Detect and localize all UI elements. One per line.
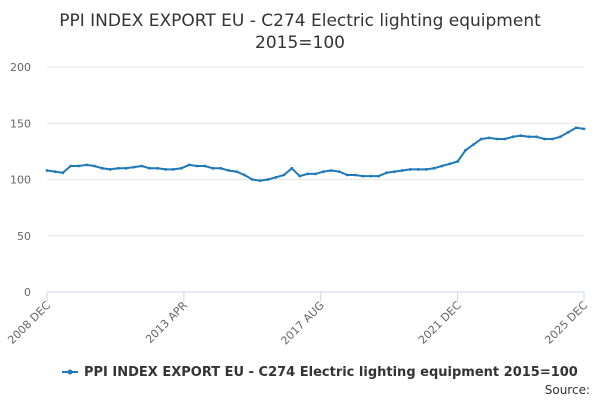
- data-point[interactable]: [495, 137, 499, 141]
- data-point[interactable]: [487, 136, 491, 140]
- data-point[interactable]: [551, 137, 554, 141]
- data-point[interactable]: [219, 166, 223, 170]
- data-point[interactable]: [93, 164, 96, 168]
- data-point[interactable]: [227, 169, 231, 172]
- chart-title: PPI INDEX EXPORT EU - C274 Electric ligh…: [59, 11, 541, 31]
- x-tick-label: 2021 DEC: [416, 299, 464, 347]
- data-point[interactable]: [574, 126, 578, 130]
- data-point[interactable]: [211, 166, 215, 170]
- data-point[interactable]: [282, 173, 286, 177]
- x-tick-label: 2008 DEC: [5, 299, 53, 347]
- data-point[interactable]: [61, 171, 65, 175]
- data-point[interactable]: [179, 166, 183, 170]
- data-point[interactable]: [124, 166, 128, 170]
- data-point[interactable]: [172, 168, 175, 171]
- data-point[interactable]: [195, 164, 199, 168]
- data-point[interactable]: [116, 166, 120, 170]
- data-point[interactable]: [416, 168, 420, 171]
- data-point[interactable]: [448, 162, 452, 166]
- data-point[interactable]: [329, 169, 333, 172]
- data-point[interactable]: [535, 135, 538, 139]
- data-point[interactable]: [558, 135, 562, 139]
- legend-dot-marker: [67, 369, 73, 375]
- data-point[interactable]: [361, 174, 365, 178]
- data-point[interactable]: [148, 166, 152, 170]
- data-point[interactable]: [322, 170, 325, 174]
- data-point[interactable]: [345, 173, 349, 177]
- x-axis: 2008 DEC 2013 APR 2017 AUG 2021 DEC 2025 DEC: [5, 291, 590, 348]
- data-point[interactable]: [566, 130, 570, 134]
- data-point[interactable]: [582, 127, 586, 131]
- x-tick-label: 2025 DEC: [542, 299, 590, 347]
- data-point[interactable]: [100, 166, 104, 170]
- data-point[interactable]: [369, 174, 373, 178]
- data-point[interactable]: [85, 163, 88, 167]
- data-point[interactable]: [250, 178, 254, 181]
- data-point[interactable]: [306, 172, 309, 176]
- x-tick-label: 2017 AUG: [278, 299, 327, 348]
- data-point[interactable]: [424, 168, 428, 171]
- data-point[interactable]: [464, 148, 467, 152]
- data-point[interactable]: [479, 137, 483, 141]
- y-tick-label: 100: [10, 174, 31, 187]
- source-label: Source:: [545, 383, 590, 397]
- legend[interactable]: PPI INDEX EXPORT EU - C274 Electric ligh…: [62, 365, 578, 380]
- data-point[interactable]: [393, 170, 396, 174]
- data-point[interactable]: [543, 137, 546, 141]
- data-point[interactable]: [511, 135, 515, 139]
- y-tick-label: 150: [10, 117, 31, 130]
- data-point[interactable]: [164, 168, 167, 171]
- data-point[interactable]: [385, 171, 388, 175]
- data-point[interactable]: [401, 169, 404, 172]
- data-point[interactable]: [456, 160, 459, 163]
- data-point[interactable]: [266, 178, 270, 181]
- data-point[interactable]: [45, 169, 49, 172]
- data-point[interactable]: [408, 168, 412, 171]
- data-point[interactable]: [274, 175, 278, 179]
- data-point[interactable]: [203, 164, 207, 168]
- data-point[interactable]: [77, 164, 80, 168]
- data-point[interactable]: [440, 164, 444, 168]
- x-tick-label: 2013 APR: [143, 299, 190, 346]
- data-point[interactable]: [337, 170, 341, 174]
- data-point[interactable]: [53, 170, 57, 174]
- series-group: [45, 126, 586, 183]
- y-tick-label: 50: [17, 230, 31, 243]
- data-point[interactable]: [243, 173, 246, 177]
- data-point[interactable]: [314, 172, 317, 176]
- data-point[interactable]: [298, 174, 302, 178]
- grid: [47, 66, 584, 237]
- data-point[interactable]: [132, 165, 136, 169]
- chart-subtitle: 2015=100: [255, 33, 345, 53]
- data-point[interactable]: [235, 170, 238, 174]
- legend-label: PPI INDEX EXPORT EU - C274 Electric ligh…: [84, 365, 578, 380]
- data-point[interactable]: [432, 166, 436, 170]
- data-point[interactable]: [140, 164, 144, 168]
- data-point[interactable]: [377, 174, 381, 178]
- data-point[interactable]: [69, 164, 73, 168]
- data-point[interactable]: [290, 166, 294, 170]
- y-tick-label: 0: [24, 286, 31, 299]
- y-tick-label: 200: [10, 61, 31, 74]
- data-point[interactable]: [503, 137, 507, 141]
- y-axis: 0 50 100 150 200: [10, 61, 31, 299]
- data-point[interactable]: [472, 143, 475, 147]
- data-point[interactable]: [353, 173, 357, 177]
- data-point[interactable]: [187, 163, 191, 167]
- data-point[interactable]: [156, 166, 160, 170]
- data-point[interactable]: [258, 179, 262, 183]
- data-point[interactable]: [108, 168, 112, 171]
- data-point[interactable]: [527, 135, 531, 139]
- data-point[interactable]: [519, 134, 523, 138]
